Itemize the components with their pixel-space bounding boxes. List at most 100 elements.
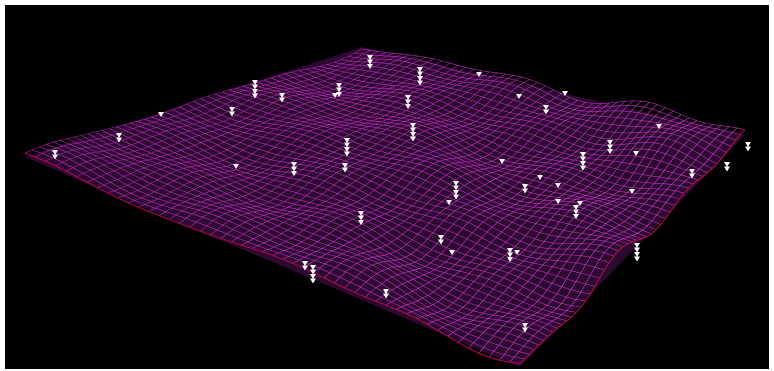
mesh-line bbox=[55, 52, 387, 167]
marker-stack bbox=[279, 93, 285, 103]
marker-stack bbox=[522, 323, 528, 333]
marker-stack bbox=[233, 164, 239, 169]
marker-stack bbox=[543, 105, 549, 115]
marker-stack bbox=[116, 133, 122, 143]
mesh-line bbox=[148, 65, 458, 212]
mesh-line bbox=[447, 117, 690, 337]
down-triangle-icon bbox=[405, 95, 411, 100]
down-triangle-icon bbox=[580, 152, 586, 157]
down-triangle-icon bbox=[446, 200, 452, 205]
down-triangle-icon bbox=[555, 199, 561, 204]
down-triangle-icon bbox=[291, 171, 297, 176]
mesh-line bbox=[427, 110, 674, 325]
marker-stack bbox=[537, 175, 543, 180]
render-viewport[interactable] bbox=[5, 5, 769, 369]
down-triangle-icon bbox=[367, 59, 373, 65]
mesh-line bbox=[499, 126, 730, 361]
marker-stack bbox=[724, 162, 730, 172]
down-triangle-icon bbox=[229, 107, 235, 112]
marker-stack bbox=[607, 140, 613, 154]
marker-stack bbox=[629, 189, 635, 194]
mesh-line bbox=[117, 58, 434, 199]
marker-stack bbox=[52, 150, 58, 160]
down-triangle-icon bbox=[417, 76, 423, 81]
mesh-line bbox=[251, 82, 538, 249]
mesh-line bbox=[303, 100, 578, 269]
down-triangle-icon bbox=[310, 274, 316, 279]
down-triangle-icon bbox=[449, 250, 455, 255]
down-triangle-icon bbox=[656, 124, 662, 129]
mesh-line bbox=[323, 103, 594, 279]
mesh-line bbox=[488, 125, 722, 358]
marker-stack bbox=[383, 289, 389, 299]
marker-stack bbox=[656, 124, 662, 129]
down-triangle-icon bbox=[607, 149, 613, 154]
marker-stack bbox=[573, 205, 579, 219]
down-triangle-icon bbox=[410, 132, 416, 137]
marker-stack bbox=[562, 91, 568, 96]
marker-stack bbox=[252, 80, 258, 99]
mesh-line bbox=[138, 62, 450, 208]
mesh-line bbox=[468, 122, 706, 349]
down-triangle-icon bbox=[405, 99, 411, 105]
mesh-line bbox=[66, 53, 395, 172]
down-triangle-icon bbox=[417, 80, 423, 86]
down-triangle-icon bbox=[116, 137, 122, 143]
down-triangle-icon bbox=[438, 235, 444, 240]
marker-stack bbox=[344, 138, 350, 157]
marker-stack bbox=[405, 95, 411, 109]
marker-layer bbox=[52, 55, 751, 333]
down-triangle-icon bbox=[438, 239, 444, 245]
down-triangle-icon bbox=[522, 323, 528, 328]
marker-stack bbox=[367, 55, 373, 69]
mesh-line bbox=[334, 103, 602, 284]
marker-stack bbox=[522, 184, 528, 194]
marker-stack bbox=[342, 163, 348, 173]
down-triangle-icon bbox=[344, 142, 350, 148]
down-triangle-icon bbox=[629, 189, 635, 194]
mesh-line bbox=[158, 67, 466, 216]
mesh-line bbox=[231, 76, 522, 243]
down-triangle-icon bbox=[252, 84, 258, 90]
mesh-line bbox=[76, 53, 403, 177]
mesh-line bbox=[128, 60, 442, 203]
down-triangle-icon bbox=[158, 112, 164, 117]
mesh-line bbox=[519, 129, 746, 364]
down-triangle-icon bbox=[724, 162, 730, 167]
down-triangle-icon bbox=[580, 165, 586, 171]
marker-stack bbox=[291, 162, 297, 176]
down-triangle-icon bbox=[689, 173, 695, 179]
marker-stack bbox=[332, 93, 338, 98]
marker-stack bbox=[499, 159, 505, 164]
marker-stack bbox=[555, 199, 561, 204]
down-triangle-icon bbox=[116, 133, 122, 138]
marker-stack bbox=[302, 261, 308, 271]
mesh-line bbox=[97, 55, 419, 188]
down-triangle-icon bbox=[476, 72, 482, 77]
down-triangle-icon bbox=[336, 87, 342, 93]
down-triangle-icon bbox=[507, 252, 513, 258]
down-triangle-icon bbox=[453, 194, 459, 200]
mesh-line bbox=[241, 79, 530, 246]
down-triangle-icon bbox=[634, 243, 640, 248]
down-triangle-icon bbox=[580, 161, 586, 166]
terrain-scene[interactable] bbox=[5, 5, 769, 369]
down-triangle-icon bbox=[543, 109, 549, 115]
mesh-line bbox=[210, 73, 506, 236]
mesh-line bbox=[437, 114, 682, 331]
marker-stack bbox=[633, 151, 639, 156]
mesh-line bbox=[86, 54, 410, 183]
mesh-line bbox=[416, 107, 666, 319]
down-triangle-icon bbox=[580, 156, 586, 162]
down-triangle-icon bbox=[310, 265, 316, 270]
down-triangle-icon bbox=[633, 151, 639, 156]
marker-stack bbox=[689, 169, 695, 179]
down-triangle-icon bbox=[310, 278, 316, 284]
down-triangle-icon bbox=[410, 136, 416, 142]
marker-stack bbox=[446, 200, 452, 205]
down-triangle-icon bbox=[577, 201, 583, 206]
marker-stack bbox=[310, 265, 316, 284]
mesh-line bbox=[282, 93, 562, 260]
down-triangle-icon bbox=[453, 185, 459, 191]
down-triangle-icon bbox=[555, 183, 561, 188]
